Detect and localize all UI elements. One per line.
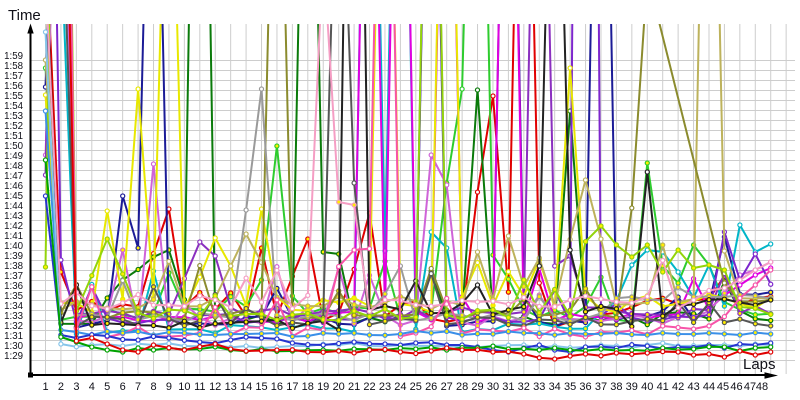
svg-text:1:46: 1:46	[4, 181, 23, 192]
svg-text:1: 1	[42, 381, 48, 393]
svg-text:8: 8	[150, 381, 156, 393]
svg-text:27: 27	[441, 381, 453, 393]
svg-text:2: 2	[58, 381, 64, 393]
svg-text:42: 42	[672, 381, 684, 393]
svg-text:25: 25	[410, 381, 422, 393]
svg-text:16: 16	[271, 381, 283, 393]
svg-text:39: 39	[626, 381, 638, 393]
svg-text:1:47: 1:47	[4, 171, 23, 182]
svg-text:1:54: 1:54	[4, 101, 23, 112]
svg-text:30: 30	[487, 381, 499, 393]
svg-text:1:56: 1:56	[4, 81, 23, 92]
svg-text:31: 31	[502, 381, 514, 393]
svg-text:36: 36	[579, 381, 591, 393]
svg-text:44: 44	[703, 381, 715, 393]
svg-text:11: 11	[194, 381, 205, 393]
svg-text:46: 46	[730, 381, 742, 393]
svg-text:1:52: 1:52	[4, 121, 23, 132]
svg-text:10: 10	[178, 381, 190, 393]
svg-text:14: 14	[240, 381, 252, 393]
svg-text:32: 32	[518, 381, 530, 393]
svg-text:1:39: 1:39	[4, 251, 23, 262]
svg-text:1:51: 1:51	[4, 131, 23, 142]
svg-text:1:58: 1:58	[4, 61, 23, 72]
svg-text:1:55: 1:55	[4, 91, 23, 102]
svg-text:21: 21	[348, 381, 360, 393]
svg-text:1:33: 1:33	[4, 311, 23, 322]
svg-text:18: 18	[302, 381, 314, 393]
svg-text:48: 48	[756, 381, 768, 393]
svg-text:28: 28	[456, 381, 468, 393]
svg-text:41: 41	[657, 381, 669, 393]
svg-text:1:41: 1:41	[4, 231, 23, 242]
svg-text:33: 33	[533, 381, 545, 393]
svg-text:37: 37	[595, 381, 607, 393]
svg-text:1:32: 1:32	[4, 321, 23, 332]
svg-text:Time: Time	[8, 7, 41, 24]
svg-text:3: 3	[73, 381, 79, 393]
svg-text:5: 5	[104, 381, 110, 393]
svg-text:1:34: 1:34	[4, 301, 23, 312]
svg-text:1:42: 1:42	[4, 221, 23, 232]
svg-text:20: 20	[333, 381, 345, 393]
svg-text:1:48: 1:48	[4, 161, 23, 172]
svg-text:40: 40	[641, 381, 653, 393]
svg-text:1:31: 1:31	[4, 331, 23, 342]
svg-text:1:53: 1:53	[4, 111, 23, 122]
svg-text:45: 45	[717, 381, 729, 393]
svg-text:6: 6	[120, 381, 126, 393]
svg-text:19: 19	[317, 381, 329, 393]
svg-text:4: 4	[89, 381, 95, 393]
svg-text:34: 34	[549, 381, 561, 393]
svg-text:43: 43	[687, 381, 699, 393]
svg-text:Laps: Laps	[743, 356, 776, 373]
svg-text:1:30: 1:30	[4, 341, 23, 352]
svg-text:1:35: 1:35	[4, 291, 23, 302]
svg-text:1:29: 1:29	[4, 351, 23, 362]
svg-text:1:37: 1:37	[4, 271, 23, 282]
svg-text:29: 29	[471, 381, 483, 393]
svg-text:7: 7	[135, 381, 141, 393]
svg-text:1:36: 1:36	[4, 281, 23, 292]
svg-text:1:44: 1:44	[4, 201, 23, 212]
svg-text:1:45: 1:45	[4, 191, 23, 202]
svg-text:15: 15	[255, 381, 267, 393]
svg-text:47: 47	[744, 381, 756, 393]
svg-text:35: 35	[564, 381, 576, 393]
svg-text:9: 9	[166, 381, 172, 393]
svg-text:38: 38	[610, 381, 622, 393]
svg-text:1:50: 1:50	[4, 141, 23, 152]
svg-text:1:59: 1:59	[4, 51, 23, 62]
svg-text:22: 22	[363, 381, 375, 393]
svg-text:13: 13	[225, 381, 237, 393]
svg-text:1:57: 1:57	[4, 71, 23, 82]
svg-text:1:43: 1:43	[4, 211, 23, 222]
svg-text:24: 24	[394, 381, 406, 393]
svg-text:17: 17	[286, 381, 298, 393]
svg-text:1:38: 1:38	[4, 261, 23, 272]
svg-text:12: 12	[209, 381, 221, 393]
svg-text:26: 26	[425, 381, 437, 393]
svg-text:1:40: 1:40	[4, 241, 23, 252]
svg-text:23: 23	[379, 381, 391, 393]
svg-text:1:49: 1:49	[4, 151, 23, 162]
